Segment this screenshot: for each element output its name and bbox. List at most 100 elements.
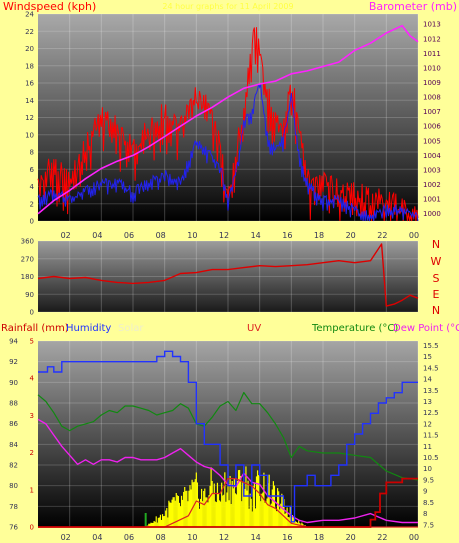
uv-line bbox=[38, 478, 418, 528]
x-tick-label: 00 bbox=[409, 231, 419, 240]
y-tick-label: 12 bbox=[423, 420, 432, 428]
compass-n-top: N bbox=[432, 238, 440, 251]
temperature-legend: Temperature (°C) bbox=[311, 323, 398, 334]
y-tick-label: 10 bbox=[25, 131, 34, 139]
y-tick-label: 7.5 bbox=[423, 521, 434, 529]
y-tick-label: 6 bbox=[30, 166, 35, 174]
x-tick-label: 10 bbox=[187, 533, 197, 542]
y-tick-label: 12 bbox=[25, 114, 34, 122]
y-tick-label: 8.5 bbox=[423, 499, 434, 507]
wind-direction-line bbox=[37, 243, 419, 307]
x-tick-label: 14 bbox=[251, 533, 261, 542]
y-tick-label: 92 bbox=[9, 358, 18, 366]
y-tick-label: 11 bbox=[423, 443, 432, 451]
y-tick-label: 13.5 bbox=[423, 387, 439, 395]
y-tick-label: 180 bbox=[21, 273, 34, 281]
windspeed-axis-title: Windspeed (kph) bbox=[3, 0, 96, 13]
rain-tick-label: 5 bbox=[30, 338, 34, 346]
rain-tick-label: 0 bbox=[30, 524, 34, 532]
x-tick-label: 16 bbox=[282, 533, 292, 542]
y-tick-label: 82 bbox=[9, 462, 18, 470]
y-tick-label: 360 bbox=[21, 238, 34, 246]
compass-s: S bbox=[433, 272, 440, 285]
y-tick-label: 84 bbox=[9, 441, 18, 449]
y-tick-label: 15.5 bbox=[423, 342, 439, 350]
y-tick-label: 18 bbox=[25, 62, 34, 70]
barometer-line bbox=[37, 24, 419, 215]
dewpoint-legend: Dew Point (°C bbox=[393, 323, 459, 334]
y-tick-label: 11.5 bbox=[423, 432, 439, 440]
barometer-axis-title: Barometer (mb) bbox=[369, 0, 457, 13]
y-tick-label: 8 bbox=[423, 510, 427, 518]
compass-e: E bbox=[433, 288, 440, 301]
y-tick-label: 1002 bbox=[423, 181, 441, 189]
x-tick-label: 02 bbox=[61, 533, 71, 542]
uv-legend: UV bbox=[247, 323, 261, 334]
rainfall-axis-title: Rainfall (mm) bbox=[1, 323, 69, 334]
x-tick-label: 04 bbox=[92, 533, 102, 542]
rain-tick-label: 2 bbox=[30, 449, 34, 457]
rain-tick-label: 3 bbox=[30, 412, 34, 420]
y-tick-label: 1006 bbox=[423, 123, 441, 131]
y-tick-label: 16 bbox=[25, 80, 34, 88]
x-tick-label: 22 bbox=[377, 533, 387, 542]
y-tick-label: 13 bbox=[423, 398, 432, 406]
compass-n-bottom: N bbox=[432, 304, 440, 317]
x-tick-label: 08 bbox=[156, 533, 166, 542]
x-tick-label: 14 bbox=[251, 231, 261, 240]
wind-average-line bbox=[37, 83, 419, 222]
y-tick-label: 1003 bbox=[423, 166, 441, 174]
y-tick-label: 9.5 bbox=[423, 476, 434, 484]
y-tick-label: 24 bbox=[25, 11, 34, 19]
y-tick-label: 14 bbox=[423, 376, 432, 384]
y-tick-label: 20 bbox=[25, 45, 34, 53]
y-tick-label: 1007 bbox=[423, 108, 441, 116]
y-tick-label: 270 bbox=[21, 255, 34, 263]
y-tick-label: 15 bbox=[423, 353, 432, 361]
x-tick-label: 00 bbox=[409, 533, 419, 542]
temperature-line bbox=[37, 391, 419, 481]
y-tick-label: 88 bbox=[9, 400, 18, 408]
y-tick-label: 1012 bbox=[423, 35, 441, 43]
x-tick-label: 16 bbox=[282, 231, 292, 240]
x-tick-label: 18 bbox=[314, 533, 324, 542]
y-tick-label: 14.5 bbox=[423, 364, 439, 372]
y-tick-label: 14 bbox=[25, 97, 34, 105]
dewpoint-line bbox=[37, 418, 418, 524]
solar-legend: Solar bbox=[118, 323, 144, 334]
x-tick-label: 22 bbox=[377, 231, 387, 240]
y-tick-label: 0 bbox=[30, 218, 34, 226]
y-tick-label: 1008 bbox=[423, 94, 441, 102]
x-tick-label: 12 bbox=[219, 231, 229, 240]
x-tick-label: 12 bbox=[219, 533, 229, 542]
y-tick-label: 9 bbox=[423, 488, 427, 496]
x-tick-label: 10 bbox=[187, 231, 197, 240]
x-tick-label: 06 bbox=[124, 231, 134, 240]
y-tick-label: 10 bbox=[423, 465, 432, 473]
rain-tick-label: 1 bbox=[30, 486, 34, 494]
y-tick-label: 76 bbox=[9, 524, 18, 532]
y-tick-label: 4 bbox=[30, 183, 35, 191]
chart-date-title: 24 hour graphs for 11 April 2009 bbox=[162, 2, 293, 11]
y-tick-label: 22 bbox=[25, 28, 34, 36]
wind-gust-line bbox=[37, 27, 419, 222]
y-tick-label: 90 bbox=[9, 379, 18, 387]
y-tick-label: 1000 bbox=[423, 210, 441, 218]
direction-panel bbox=[38, 241, 418, 312]
y-tick-label: 10.5 bbox=[423, 454, 439, 462]
y-tick-label: 80 bbox=[9, 482, 18, 490]
x-tick-label: 18 bbox=[314, 231, 324, 240]
y-tick-label: 12.5 bbox=[423, 409, 439, 417]
x-tick-label: 02 bbox=[61, 231, 71, 240]
y-tick-label: 94 bbox=[9, 338, 18, 346]
y-tick-label: 1004 bbox=[423, 152, 441, 160]
y-tick-label: 1009 bbox=[423, 79, 441, 87]
y-tick-label: 1011 bbox=[423, 50, 441, 58]
rain-tick-label: 4 bbox=[30, 375, 35, 383]
y-tick-label: 0 bbox=[30, 309, 34, 317]
y-tick-label: 1001 bbox=[423, 196, 441, 204]
y-tick-label: 1013 bbox=[423, 21, 441, 29]
x-tick-label: 06 bbox=[124, 533, 134, 542]
humidity-legend: Humidity bbox=[66, 323, 111, 334]
x-tick-label: 04 bbox=[92, 231, 102, 240]
